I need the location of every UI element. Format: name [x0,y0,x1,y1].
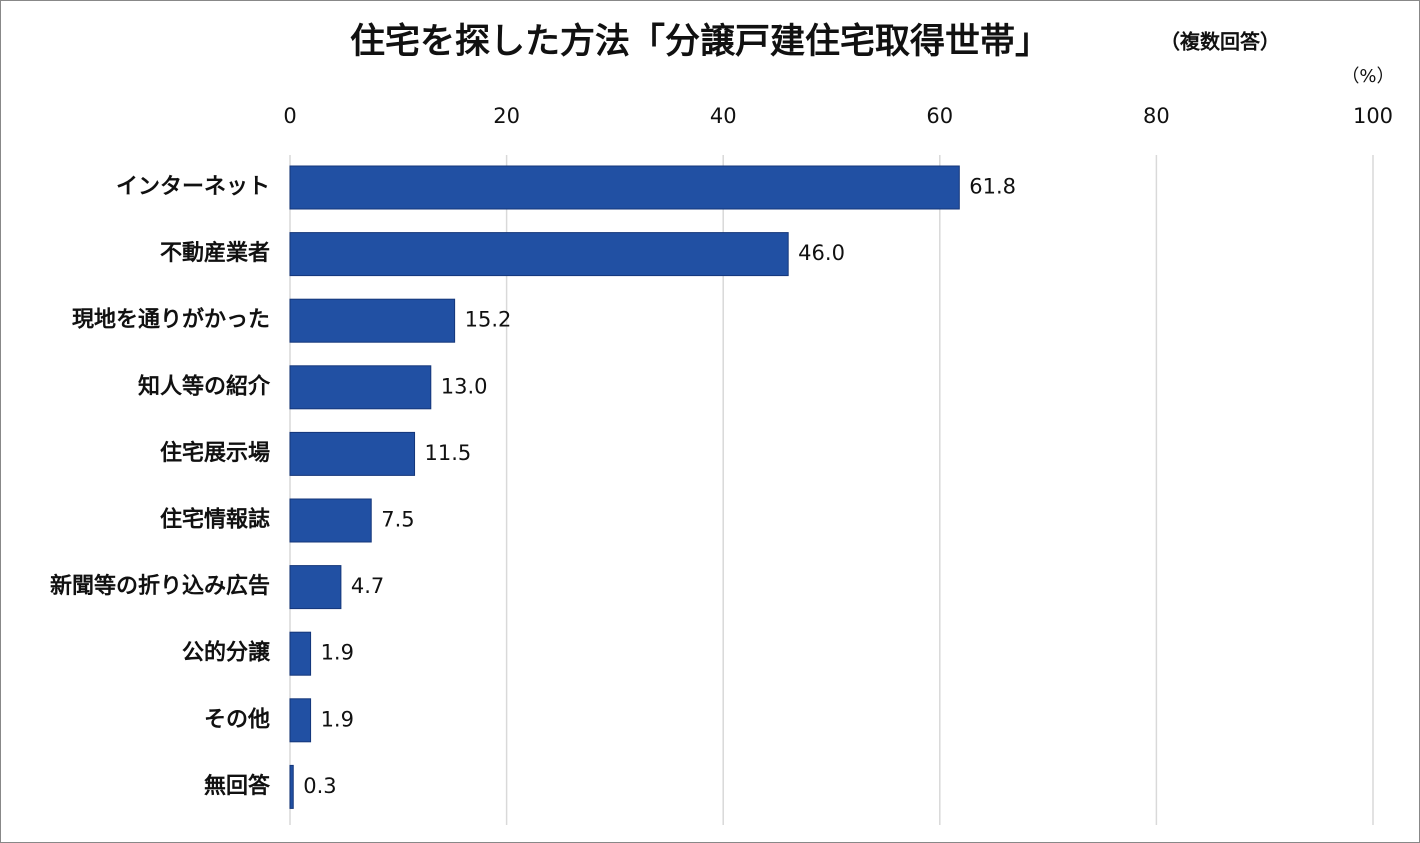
x-tick-label: 40 [710,104,737,128]
unit-label: （%） [1341,66,1394,87]
value-label: 46.0 [798,241,845,265]
x-tick-label: 0 [283,104,296,128]
bar [289,698,312,743]
y-tick-label: 公的分譲 [182,640,271,666]
bar [289,631,312,676]
value-label: 7.5 [381,508,414,532]
value-label: 0.3 [303,774,336,798]
bar [289,365,432,410]
bar [289,431,416,476]
bar [289,498,372,543]
x-tick-label: 80 [1143,104,1170,128]
value-label: 61.8 [969,175,1016,199]
x-tick-label: 100 [1353,104,1393,128]
y-tick-label: 現地を通りがかった [72,307,270,333]
y-tick-label: 無回答 [204,773,271,799]
y-tick-label: 知人等の紹介 [138,373,271,399]
y-tick-label: 新聞等の折り込み広告 [50,573,270,599]
x-tick-label: 60 [926,104,953,128]
value-label: 11.5 [425,441,472,465]
bar [289,565,342,610]
chart-subtitle: （複数回答） [1160,30,1280,54]
x-tick-label: 20 [493,104,520,128]
y-tick-label: 住宅情報誌 [160,507,270,533]
value-label: 1.9 [321,641,354,665]
value-label: 13.0 [441,374,488,398]
chart-title: 住宅を探した方法「分譲戸建住宅取得世帯」 [350,21,1050,62]
y-tick-label: 住宅展示場 [160,440,270,466]
bar [289,165,960,210]
value-label: 4.7 [351,574,384,598]
bar [289,764,294,809]
y-tick-label: 不動産業者 [160,240,270,266]
bar [289,298,456,343]
y-tick-label: インターネット [116,175,270,200]
value-label: 15.2 [465,308,512,332]
y-tick-label: その他 [204,707,270,732]
bar [289,232,789,277]
value-label: 1.9 [321,707,354,731]
